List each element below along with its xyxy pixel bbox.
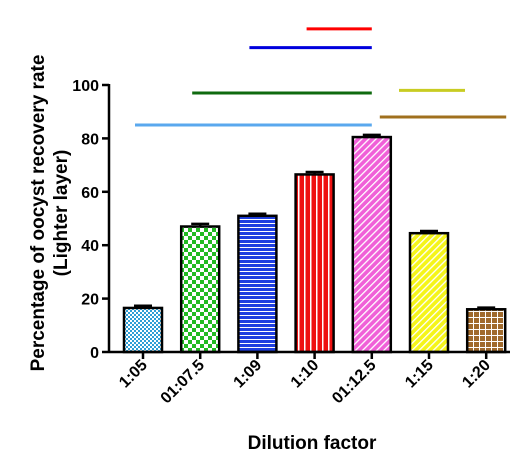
bar bbox=[294, 173, 335, 354]
y-tick-label: 40 bbox=[81, 238, 99, 255]
significance-lines bbox=[135, 27, 507, 127]
bar bbox=[179, 225, 221, 354]
x-ticks: 1:05 01:07.5 1:09 1:10 01:12.5 1:15 1:20 bbox=[116, 352, 494, 407]
bar bbox=[465, 308, 507, 354]
x-tick-label: 1:10 bbox=[288, 357, 323, 392]
y-axis-title-line1: Percentage of oocyst recovery rate bbox=[28, 55, 49, 372]
y-tick-label: 100 bbox=[72, 78, 99, 95]
y-axis-title-line2: (Lighter layer) bbox=[51, 150, 72, 277]
x-tick-label: 1:20 bbox=[459, 357, 494, 392]
bars bbox=[122, 133, 507, 354]
x-axis-title: Dilution factor bbox=[248, 433, 377, 454]
x-tick-label: 01:12.5 bbox=[329, 357, 379, 407]
bar bbox=[122, 306, 164, 354]
bar bbox=[237, 214, 278, 354]
x-tick-label: 1:15 bbox=[402, 357, 437, 392]
bar bbox=[351, 135, 393, 354]
axes bbox=[107, 84, 510, 354]
x-tick-label: 01:07.5 bbox=[158, 357, 208, 407]
y-tick-label: 80 bbox=[81, 131, 99, 148]
x-tick-label: 1:09 bbox=[231, 357, 266, 392]
y-tick-label: 0 bbox=[90, 345, 99, 362]
y-tick-label: 60 bbox=[81, 185, 99, 202]
y-ticks: 0 20 40 60 80 100 bbox=[72, 78, 109, 362]
x-tick-label: 1:05 bbox=[116, 357, 151, 392]
bar bbox=[408, 231, 450, 354]
y-tick-label: 20 bbox=[81, 292, 99, 309]
